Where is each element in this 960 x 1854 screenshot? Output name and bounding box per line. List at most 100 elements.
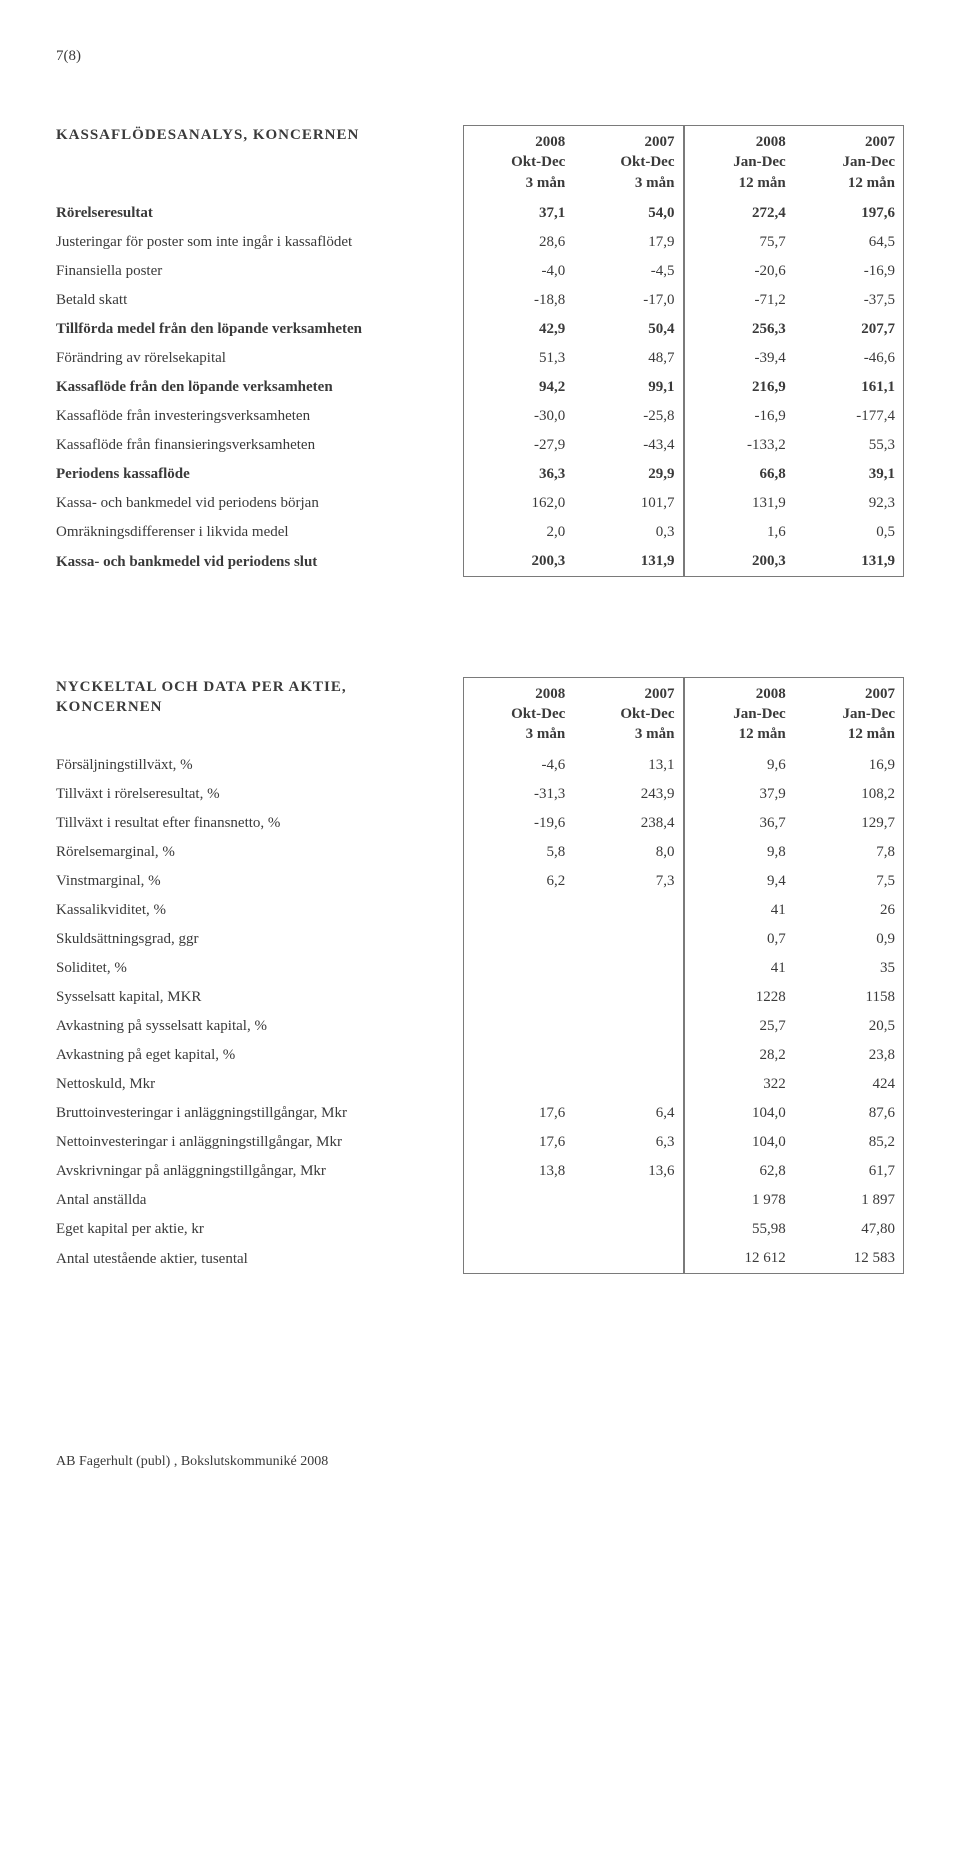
cell: 197,6 xyxy=(794,199,904,228)
cell: 0,9 xyxy=(794,925,904,954)
cell: -4,5 xyxy=(573,257,683,286)
cell: 12 583 xyxy=(794,1244,904,1274)
cell: 272,4 xyxy=(684,199,794,228)
cell: 424 xyxy=(794,1070,904,1099)
cell xyxy=(463,1070,573,1099)
cell: 85,2 xyxy=(794,1128,904,1157)
cell: 41 xyxy=(684,896,794,925)
col-header: 2007Jan-Dec12 mån xyxy=(794,677,904,751)
cell: 61,7 xyxy=(794,1157,904,1186)
cell: 1 897 xyxy=(794,1186,904,1215)
cell: 66,8 xyxy=(684,460,794,489)
row-label: Justeringar för poster som inte ingår i … xyxy=(56,228,463,257)
cell: 9,4 xyxy=(684,867,794,896)
cell: 28,2 xyxy=(684,1041,794,1070)
row-label: Kassa- och bankmedel vid periodens börja… xyxy=(56,489,463,518)
cell: 41 xyxy=(684,954,794,983)
cell: 17,6 xyxy=(463,1128,573,1157)
cell: -4,0 xyxy=(463,257,573,286)
cell: 51,3 xyxy=(463,344,573,373)
cell: 62,8 xyxy=(684,1157,794,1186)
cell: 131,9 xyxy=(684,489,794,518)
cell: -46,6 xyxy=(794,344,904,373)
cell: -20,6 xyxy=(684,257,794,286)
cell: 35 xyxy=(794,954,904,983)
cell: -4,6 xyxy=(463,751,573,780)
cell: 1228 xyxy=(684,983,794,1012)
cell: 104,0 xyxy=(684,1099,794,1128)
cell: -16,9 xyxy=(684,402,794,431)
row-label: Tillväxt i rörelseresultat, % xyxy=(56,780,463,809)
cell xyxy=(463,1041,573,1070)
cell xyxy=(573,896,683,925)
col-header: 2007Okt-Dec3 mån xyxy=(573,677,683,751)
row-label: Kassa- och bankmedel vid periodens slut xyxy=(56,547,463,577)
cell: 99,1 xyxy=(573,373,683,402)
cell: -30,0 xyxy=(463,402,573,431)
cell: 0,3 xyxy=(573,518,683,547)
table-title: NYCKELTAL OCH DATA PER AKTIE, KONCERNEN xyxy=(56,677,463,751)
cell: 256,3 xyxy=(684,315,794,344)
cell: 161,1 xyxy=(794,373,904,402)
row-label: Eget kapital per aktie, kr xyxy=(56,1215,463,1244)
row-label: Rörelsemarginal, % xyxy=(56,838,463,867)
cell: 12 612 xyxy=(684,1244,794,1274)
cell: 29,9 xyxy=(573,460,683,489)
row-label: Avkastning på eget kapital, % xyxy=(56,1041,463,1070)
cell xyxy=(573,1186,683,1215)
cell: 64,5 xyxy=(794,228,904,257)
cell: 23,8 xyxy=(794,1041,904,1070)
cell: -25,8 xyxy=(573,402,683,431)
cell xyxy=(463,1244,573,1274)
row-label: Kassaflöde från finansieringsverksamhete… xyxy=(56,431,463,460)
row-label: Vinstmarginal, % xyxy=(56,867,463,896)
row-label: Kassaflöde från investeringsverksamheten xyxy=(56,402,463,431)
cell xyxy=(573,1244,683,1274)
cell: 322 xyxy=(684,1070,794,1099)
cell: 1,6 xyxy=(684,518,794,547)
col-header: 2008Jan-Dec12 mån xyxy=(684,677,794,751)
cell xyxy=(463,1215,573,1244)
cell: 238,4 xyxy=(573,809,683,838)
cell: 2,0 xyxy=(463,518,573,547)
cell xyxy=(573,1041,683,1070)
row-label: Försäljningstillväxt, % xyxy=(56,751,463,780)
row-label: Antal utestående aktier, tusental xyxy=(56,1244,463,1274)
cell: 8,0 xyxy=(573,838,683,867)
cell xyxy=(573,1215,683,1244)
cell: 54,0 xyxy=(573,199,683,228)
cell: 216,9 xyxy=(684,373,794,402)
cell: 92,3 xyxy=(794,489,904,518)
cell xyxy=(463,896,573,925)
keyratios-table: NYCKELTAL OCH DATA PER AKTIE, KONCERNEN 2… xyxy=(56,677,904,1274)
cell: 108,2 xyxy=(794,780,904,809)
cell: -177,4 xyxy=(794,402,904,431)
cell: 9,8 xyxy=(684,838,794,867)
cell: 131,9 xyxy=(573,547,683,577)
table-title: KASSAFLÖDESANALYS, KONCERNEN xyxy=(56,125,463,199)
cell: 17,9 xyxy=(573,228,683,257)
cell: -16,9 xyxy=(794,257,904,286)
page-footer: AB Fagerhult (publ) , Bokslutskommuniké … xyxy=(56,1454,904,1470)
cell: -133,2 xyxy=(684,431,794,460)
cell: 9,6 xyxy=(684,751,794,780)
row-label: Avskrivningar på anläggningstillgångar, … xyxy=(56,1157,463,1186)
row-label: Tillväxt i resultat efter finansnetto, % xyxy=(56,809,463,838)
cell: 6,4 xyxy=(573,1099,683,1128)
cell: 94,2 xyxy=(463,373,573,402)
cell: 55,3 xyxy=(794,431,904,460)
row-label: Skuldsättningsgrad, ggr xyxy=(56,925,463,954)
row-label: Bruttoinvesteringar i anläggningstillgån… xyxy=(56,1099,463,1128)
cell: 104,0 xyxy=(684,1128,794,1157)
cell: 48,7 xyxy=(573,344,683,373)
cell: 16,9 xyxy=(794,751,904,780)
cell: 13,6 xyxy=(573,1157,683,1186)
cell xyxy=(463,1012,573,1041)
cell: 200,3 xyxy=(463,547,573,577)
row-label: Kassaflöde från den löpande verksamheten xyxy=(56,373,463,402)
cell: 47,80 xyxy=(794,1215,904,1244)
row-label: Periodens kassaflöde xyxy=(56,460,463,489)
cell: 36,3 xyxy=(463,460,573,489)
cell: 75,7 xyxy=(684,228,794,257)
cell: 37,9 xyxy=(684,780,794,809)
